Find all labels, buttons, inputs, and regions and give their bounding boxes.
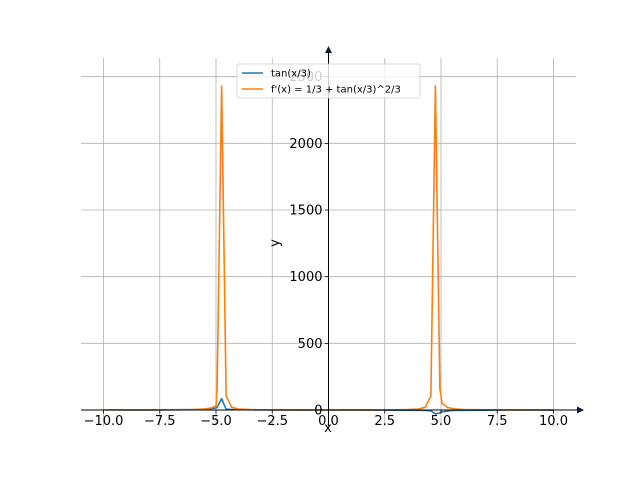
y-axis-label: y — [268, 239, 283, 247]
x-tick-label: 10.0 — [539, 414, 568, 429]
tick-labels: −10.0 −7.5 −5.0 −2.5 0.0 2.5 5.0 7.5 10.0 0 500 100… — [84, 70, 568, 429]
y-axis-arrow-icon — [325, 46, 332, 53]
axes — [81, 46, 584, 426]
legend: tan(x/3) f'(x) = 1/3 + tan(x/3)^2/3 — [236, 63, 421, 99]
x-tick-label: −5.0 — [200, 414, 232, 429]
x-tick-label: −10.0 — [84, 414, 124, 429]
x-tick-label: −2.5 — [256, 414, 288, 429]
y-tick-label: 1000 — [289, 270, 322, 285]
legend-label-1: tan(x/3) — [271, 69, 311, 80]
legend-label-2: f'(x) = 1/3 + tan(x/3)^2/3 — [271, 85, 401, 96]
y-tick-label: 1500 — [289, 204, 322, 219]
y-tick-label: 2000 — [289, 137, 322, 152]
x-tick-label: 2.5 — [374, 414, 395, 429]
y-tick-label: 500 — [298, 337, 323, 352]
x-axis-label: x — [324, 421, 332, 436]
legend-box — [236, 63, 421, 99]
x-axis-arrow-icon — [577, 406, 584, 414]
x-tick-label: 0.0 — [318, 414, 339, 429]
x-tick-label: 7.5 — [487, 414, 508, 429]
x-tick-label: −7.5 — [144, 414, 176, 429]
y-tick-label: 0 — [314, 404, 322, 419]
x-tick-label: 5.0 — [431, 414, 452, 429]
